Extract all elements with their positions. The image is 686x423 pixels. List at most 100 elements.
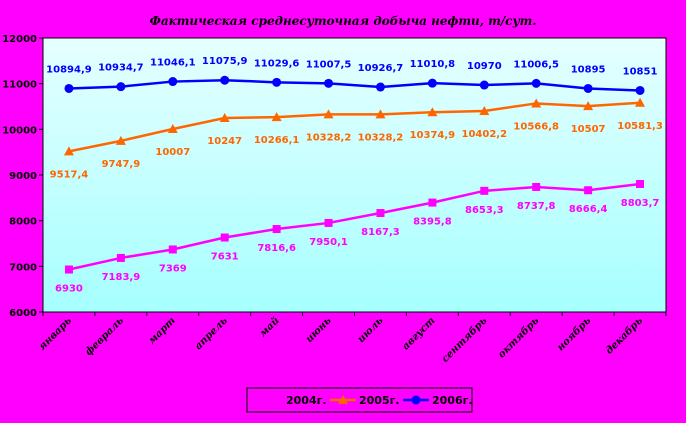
series-line (68, 78, 641, 92)
y-tick-label: 9000 (9, 171, 37, 182)
data-label: 10007 (155, 147, 190, 158)
series-layer (63, 75, 646, 274)
plot-area (42, 37, 667, 313)
data-point (479, 105, 490, 115)
data-label: 7183,9 (102, 272, 141, 283)
legend-marker (411, 395, 421, 405)
data-point (635, 85, 645, 95)
data-point (584, 186, 593, 195)
series-line (68, 101, 641, 153)
data-point (64, 265, 73, 274)
y-tick-label: 11000 (2, 80, 37, 91)
data-point (64, 83, 74, 93)
data-point (531, 98, 542, 108)
data-point (271, 112, 282, 122)
data-label: 8167,3 (361, 227, 400, 238)
data-label: 10266,1 (254, 135, 300, 146)
x-tick-label: июль (356, 315, 386, 345)
x-tick-label: октябрь (496, 315, 541, 360)
x-tick-label: февраль (83, 315, 126, 358)
x-tick-label: июнь (304, 315, 334, 345)
data-label: 11006,5 (513, 59, 559, 70)
data-label: 10328,2 (358, 132, 404, 143)
data-point (531, 78, 541, 88)
data-label: 8803,7 (621, 198, 660, 209)
x-tick-label: ноябрь (555, 315, 593, 353)
data-point (116, 253, 125, 262)
data-point (375, 109, 386, 119)
data-label: 8395,8 (413, 217, 452, 228)
data-point (428, 198, 437, 207)
data-labels: 6930 7183,9 7369 7631 7816,6 7950,1 8167,3 8395… (46, 56, 663, 294)
data-point (636, 179, 645, 188)
data-label: 10328,2 (306, 132, 352, 143)
x-tick-label: сентябрь (440, 315, 490, 365)
data-point (324, 218, 333, 227)
data-point (583, 101, 594, 111)
data-point (635, 97, 646, 107)
data-label: 10374,9 (410, 130, 456, 141)
data-point (167, 124, 178, 134)
data-label: 10934,7 (98, 63, 144, 74)
data-label: 7816,6 (257, 243, 296, 254)
data-point (219, 113, 230, 123)
data-point (479, 80, 489, 90)
data-label: 10247 (207, 136, 242, 147)
x-tick-label: декабрь (604, 315, 646, 357)
data-point (63, 146, 74, 156)
data-point (427, 78, 437, 88)
legend-items: 2004г. 2005г. 2006г. (257, 394, 473, 407)
chart-title: Фактическая среднесуточная добыча нефти,… (149, 14, 536, 28)
data-label: 8737,8 (517, 201, 556, 212)
data-point (272, 225, 281, 234)
data-point (376, 209, 385, 218)
x-tick-label: август (400, 315, 437, 352)
data-point (583, 83, 593, 93)
legend-marker (338, 395, 348, 404)
y-tick-label: 8000 (9, 217, 37, 228)
x-tick-label: май (258, 315, 282, 339)
data-label: 10566,8 (513, 121, 559, 132)
x-tick-label: апрель (193, 315, 230, 352)
series-line (68, 182, 641, 271)
y-tick-label: 12000 (2, 34, 37, 45)
x-tick-label: март (146, 315, 178, 347)
data-label: 11046,1 (150, 58, 196, 69)
data-point (532, 182, 541, 191)
data-label: 7369 (159, 263, 187, 274)
data-label: 8666,4 (569, 204, 608, 215)
legend-label: 2006г. (432, 394, 473, 407)
data-label: 7950,1 (309, 237, 348, 248)
data-point (323, 109, 334, 119)
data-label: 9747,9 (102, 159, 141, 170)
x-tick-label: январь (37, 315, 75, 353)
legend: 2004г. 2005г. 2006г. (246, 387, 473, 413)
data-point (168, 77, 178, 87)
legend-box (246, 387, 473, 413)
data-label: 10926,7 (358, 63, 404, 74)
data-point (220, 75, 230, 85)
data-label: 11075,9 (202, 56, 248, 67)
data-label: 6930 (55, 284, 83, 295)
data-label: 10507 (571, 124, 606, 135)
legend-label: 2005г. (359, 394, 400, 407)
data-label: 7631 (211, 252, 239, 263)
data-label: 11007,5 (306, 59, 352, 70)
data-label: 9517,4 (50, 169, 89, 180)
y-tick-label: 10000 (2, 125, 37, 136)
data-label: 8653,3 (465, 205, 504, 216)
data-point (324, 78, 334, 88)
data-label: 10402,2 (462, 129, 508, 140)
data-label: 11010,8 (410, 59, 456, 70)
data-label: 10894,9 (46, 64, 92, 75)
data-label: 11029,6 (254, 58, 300, 69)
data-point (375, 82, 385, 92)
data-label: 10970 (467, 61, 502, 72)
data-label: 10851 (623, 66, 658, 77)
data-label: 10581,3 (617, 121, 663, 132)
data-point (115, 135, 126, 145)
data-label: 10895 (571, 64, 606, 75)
y-tick-label: 7000 (9, 262, 37, 273)
data-point (272, 77, 282, 87)
